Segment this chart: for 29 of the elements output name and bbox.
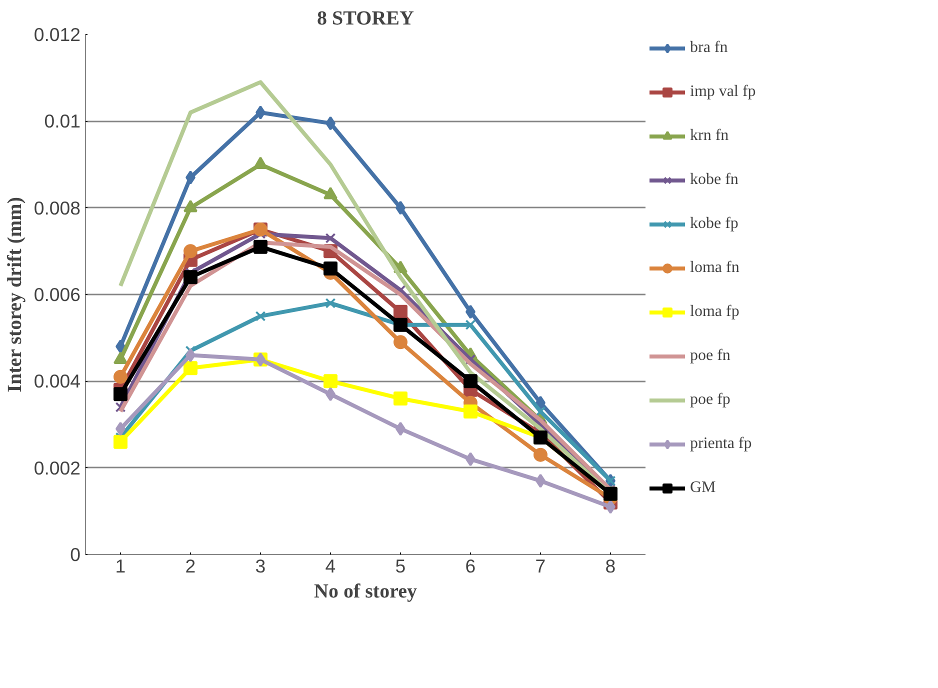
legend-label: poe fp: [690, 391, 730, 409]
y-tick-label: 0.006: [34, 284, 80, 305]
legend-label: kobe fp: [690, 215, 738, 233]
y-tick-label: 0.008: [34, 197, 80, 218]
legend-label: kobe fn: [690, 171, 738, 189]
legend-label: loma fp: [690, 303, 740, 321]
y-axis-title: Inter storey drift (mm): [4, 197, 26, 392]
legend-label: bra fn: [690, 39, 728, 57]
y-tick-label: 0: [70, 544, 81, 565]
legend-label: GM: [690, 479, 716, 497]
x-tick-label: 4: [325, 556, 336, 576]
x-tick-label: 1: [115, 556, 126, 576]
x-tick-label: 2: [185, 556, 196, 576]
x-tick-label: 6: [465, 556, 476, 576]
y-tick-label: 0.01: [44, 110, 80, 132]
chart-title: 8 STOREY: [317, 8, 414, 30]
x-tick-label: 5: [395, 556, 406, 576]
x-tick-label: 3: [255, 556, 266, 576]
y-tick-label: 0.002: [34, 457, 80, 478]
x-tick-label: 7: [535, 556, 546, 576]
x-axis-title: No of storey: [314, 580, 417, 602]
y-tick-label: 0.004: [34, 370, 80, 392]
y-tick-label: 0.012: [34, 24, 80, 45]
x-tick-label: 8: [605, 556, 616, 576]
legend-label: imp val fp: [690, 83, 756, 101]
legend-label: krn fn: [690, 127, 729, 145]
legend-label: loma fn: [690, 259, 740, 277]
legend-label: prienta fp: [690, 435, 752, 453]
legend-label: poe fn: [690, 347, 730, 365]
